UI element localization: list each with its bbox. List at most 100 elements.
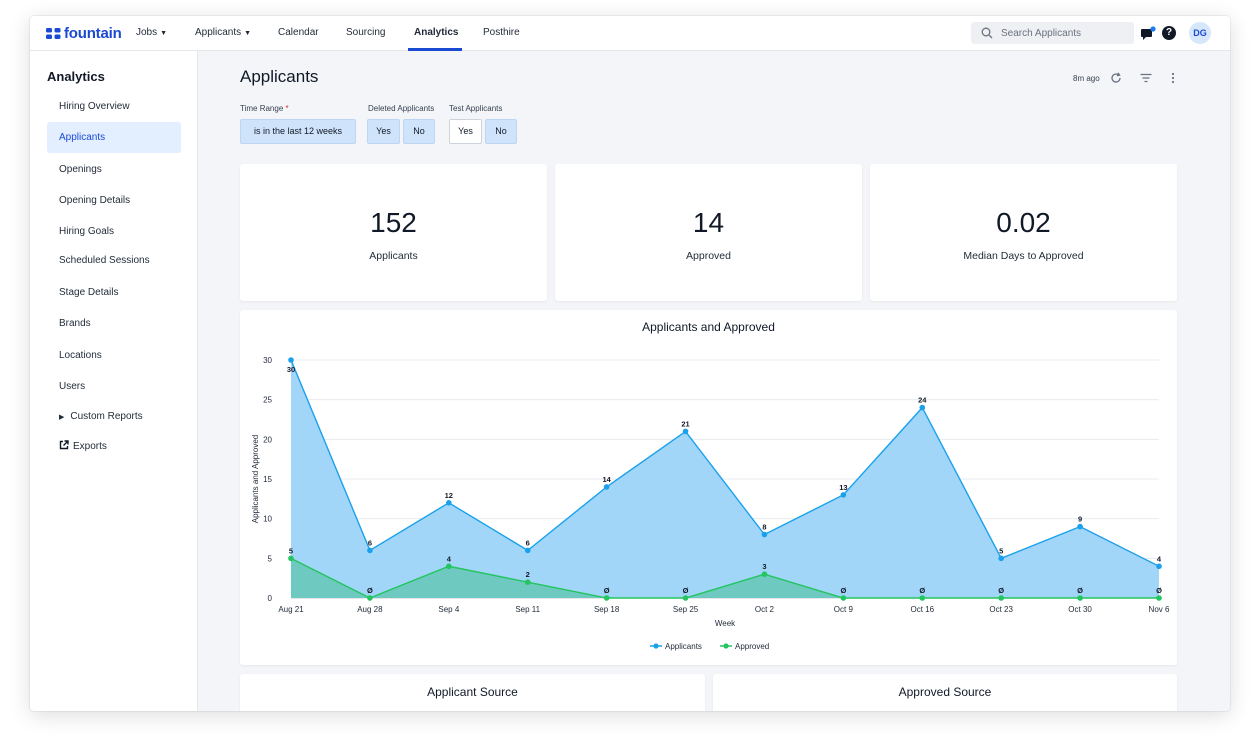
sidebar-item-label: Hiring Goals xyxy=(59,226,115,237)
data-point xyxy=(840,492,847,498)
x-tick-label: Oct 23 xyxy=(989,605,1013,614)
data-label: Ø xyxy=(683,586,689,595)
data-point xyxy=(603,484,610,490)
sidebar-item-openings[interactable]: Openings xyxy=(47,154,181,185)
sidebar-item-label: Opening Details xyxy=(59,195,131,206)
test-no-button[interactable]: No xyxy=(485,119,517,144)
fountain-logo[interactable]: fountain xyxy=(46,24,122,42)
data-label: Ø xyxy=(998,586,1004,595)
sidebar-item-applicants[interactable]: Applicants xyxy=(47,122,181,153)
data-label: 9 xyxy=(1078,515,1082,524)
nav-posthire[interactable]: Posthire xyxy=(483,27,520,38)
sidebar-item-locations[interactable]: Locations xyxy=(47,340,181,371)
sidebar-item-users[interactable]: Users xyxy=(47,371,181,402)
data-label: Ø xyxy=(1077,586,1083,595)
stat-card-applicants: 152 Applicants xyxy=(240,164,547,301)
test-yes-button[interactable]: Yes xyxy=(449,119,482,144)
last-refreshed-text: 8m ago xyxy=(1073,74,1100,83)
data-point xyxy=(919,404,926,411)
sidebar-item-stage-details[interactable]: Stage Details xyxy=(47,277,181,308)
more-options-icon[interactable] xyxy=(1171,72,1175,84)
y-tick-label: 30 xyxy=(263,356,272,365)
messages-icon[interactable] xyxy=(1140,26,1156,42)
sidebar-item-label: Hiring Overview xyxy=(59,101,130,112)
search-box[interactable] xyxy=(971,22,1134,44)
y-tick-label: 15 xyxy=(263,475,272,484)
search-input[interactable] xyxy=(1001,25,1129,41)
sidebar-item-label: Locations xyxy=(59,350,102,361)
data-label: Ø xyxy=(1156,586,1162,595)
y-axis-title: Applicants and Approved xyxy=(251,435,260,524)
x-axis-title: Week xyxy=(715,619,736,628)
data-label: Ø xyxy=(919,586,925,595)
data-point xyxy=(367,595,373,601)
time-range-filter[interactable]: is in the last 12 weeks xyxy=(240,119,356,144)
fountain-logo-icon xyxy=(46,27,61,39)
data-label: Ø xyxy=(604,586,610,595)
data-point xyxy=(998,595,1004,601)
data-point xyxy=(1077,595,1083,601)
nav-analytics[interactable]: Analytics xyxy=(414,27,458,38)
data-point xyxy=(682,428,689,435)
series-line-approved xyxy=(290,557,1159,599)
legend-marker-dot xyxy=(653,643,659,649)
stat-value: 14 xyxy=(692,207,725,238)
sidebar-item-hiring-goals[interactable]: Hiring Goals xyxy=(47,216,181,247)
data-label: 8 xyxy=(762,523,766,532)
stat-value: 152 xyxy=(370,207,417,238)
sidebar-item-opening-details[interactable]: Opening Details xyxy=(47,185,181,216)
x-tick-label: Sep 4 xyxy=(438,605,459,614)
deleted-no-button[interactable]: No xyxy=(403,119,435,144)
data-label: 2 xyxy=(526,570,530,579)
sidebar-item-label: Exports xyxy=(73,441,107,452)
sidebar-item-scheduled-sessions[interactable]: Scheduled Sessions xyxy=(47,245,181,276)
nav-sourcing-label: Sourcing xyxy=(346,27,386,38)
data-point xyxy=(1156,563,1162,570)
user-avatar[interactable]: DG xyxy=(1189,22,1211,44)
refresh-icon[interactable] xyxy=(1110,72,1122,84)
data-point xyxy=(524,547,531,554)
time-range-label: Time Range * xyxy=(240,104,289,113)
nav-posthire-label: Posthire xyxy=(483,27,520,38)
sidebar-item-exports[interactable]: Exports xyxy=(47,431,181,462)
sidebar-item-custom-reports[interactable]: ▶ Custom Reports xyxy=(47,401,181,432)
data-label: 3 xyxy=(762,562,766,571)
nav-jobs[interactable]: Jobs ▼ xyxy=(136,27,167,38)
sidebar-item-label: Brands xyxy=(59,318,91,329)
search-icon xyxy=(981,27,993,39)
nav-analytics-label: Analytics xyxy=(414,27,459,38)
data-point xyxy=(1077,523,1083,530)
data-point xyxy=(761,571,768,577)
stat-value: 0.02 xyxy=(996,207,1051,238)
data-label: 6 xyxy=(368,538,372,547)
series-area-approved xyxy=(291,558,1159,598)
data-label: 30 xyxy=(287,365,295,374)
data-label: 13 xyxy=(839,483,847,492)
approved-source-title: Approved Source xyxy=(898,685,992,699)
data-label: 14 xyxy=(602,475,611,484)
x-tick-label: Aug 28 xyxy=(357,605,383,614)
sidebar-item-brands[interactable]: Brands xyxy=(47,308,181,339)
nav-applicants-label: Applicants xyxy=(195,27,242,38)
page-title: Applicants xyxy=(240,67,319,86)
external-link-icon xyxy=(59,440,69,450)
data-point xyxy=(682,595,689,601)
nav-calendar[interactable]: Calendar xyxy=(278,27,319,38)
deleted-yes-button[interactable]: Yes xyxy=(367,119,400,144)
filter-icon[interactable] xyxy=(1140,73,1152,83)
stat-label: Approved xyxy=(686,250,731,262)
approved-source-card: Approved Source xyxy=(713,674,1177,711)
nav-applicants[interactable]: Applicants ▼ xyxy=(195,27,251,38)
test-applicants-label: Test Applicants xyxy=(449,104,503,113)
applicant-source-card: Applicant Source xyxy=(240,674,705,711)
data-point xyxy=(761,531,768,538)
data-point xyxy=(288,555,294,562)
triangle-right-icon: ▶ xyxy=(59,414,65,421)
brand-name: fountain xyxy=(64,24,122,42)
nav-sourcing[interactable]: Sourcing xyxy=(346,27,385,38)
time-range-label-text: Time Range xyxy=(240,104,284,113)
sidebar-item-hiring-overview[interactable]: Hiring Overview xyxy=(47,91,181,122)
help-icon[interactable]: ? xyxy=(1162,26,1176,40)
sidebar-item-label: Custom Reports xyxy=(70,411,143,422)
sidebar-item-label: Scheduled Sessions xyxy=(59,255,150,266)
